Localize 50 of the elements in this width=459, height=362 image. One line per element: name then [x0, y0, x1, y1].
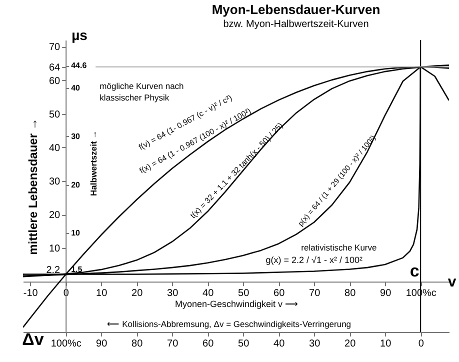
y2-axis-title: Halbwertszeit → [88, 130, 99, 196]
chart-title: Myon-Lebensdauer-Kurven [212, 2, 380, 17]
x-tick-label: 50 [238, 288, 250, 300]
annotation: v [448, 274, 457, 291]
y-axis-title: mittlere Lebensdauer → [26, 118, 40, 255]
annotation: ⟵ Kollisions-Abbremsung, Δv = Geschwindigkeits-Verringerung [106, 319, 352, 329]
x2-tick-label: 20 [344, 338, 356, 350]
x-axis-title: Myonen-Geschwindigkeit v ⟶ [174, 299, 298, 310]
y2-tick-label: 40 [71, 83, 81, 92]
y-tick-label: 70 [48, 42, 61, 54]
y-tick-label: 2.2 [46, 264, 61, 276]
y-tick-label: 20 [48, 210, 61, 222]
series-label: g(x) = 2.2 / √1 - x² / 100² [266, 255, 362, 266]
annotation: Δv [22, 330, 44, 349]
y-tick-label: 60 [48, 76, 61, 87]
x2-tick-label: 0 [418, 338, 424, 350]
x-tick-label: 70 [309, 288, 321, 300]
x2-tick-label: 90 [96, 338, 108, 350]
x-tick-label: 90 [380, 288, 392, 300]
x-tick-label: 60 [274, 288, 286, 300]
y2-tick-label: 30 [71, 132, 81, 141]
annotation: klassischer Physik [100, 92, 170, 102]
y2-tick-label: 44.6 [71, 61, 88, 70]
y-tick-label: 50 [48, 109, 61, 120]
x-tick-label: 10 [96, 288, 108, 300]
y-tick-label: 64 [48, 62, 61, 74]
x-tick-label: 20 [132, 288, 144, 300]
x2-tick-label: 50 [238, 338, 250, 350]
y2-tick-label: 20 [71, 180, 81, 190]
x2-tick-label: 70 [167, 338, 179, 350]
annotation: relativistische Kurve [301, 242, 378, 252]
x2-tick-label: 40 [274, 338, 286, 350]
y-tick-label: 40 [48, 142, 61, 154]
y2-tick-label: 10 [71, 228, 81, 238]
x-tick-label: 40 [202, 288, 214, 300]
x-tick-label: 30 [167, 288, 179, 300]
y-tick-label: 10 [48, 244, 61, 255]
y2-tick-label: 1.5 [71, 264, 83, 274]
x2-tick-label: 10 [380, 338, 392, 350]
x-tick-label: 80 [344, 288, 356, 300]
x-tick-label: -10 [23, 288, 38, 300]
x2-tick-label: 30 [309, 338, 321, 350]
annotation: µs [72, 27, 88, 43]
x2-tick-label: 60 [202, 338, 214, 350]
annotation: mögliche Kurven nach [100, 80, 184, 91]
x2-tick-label: 80 [132, 338, 144, 350]
annotation: c [410, 262, 420, 281]
chart-subtitle: bzw. Myon-Halbwertszeit-Kurven [223, 19, 369, 30]
y-tick-label: 30 [48, 176, 61, 188]
x2-tick-label: 100%c [50, 338, 82, 350]
